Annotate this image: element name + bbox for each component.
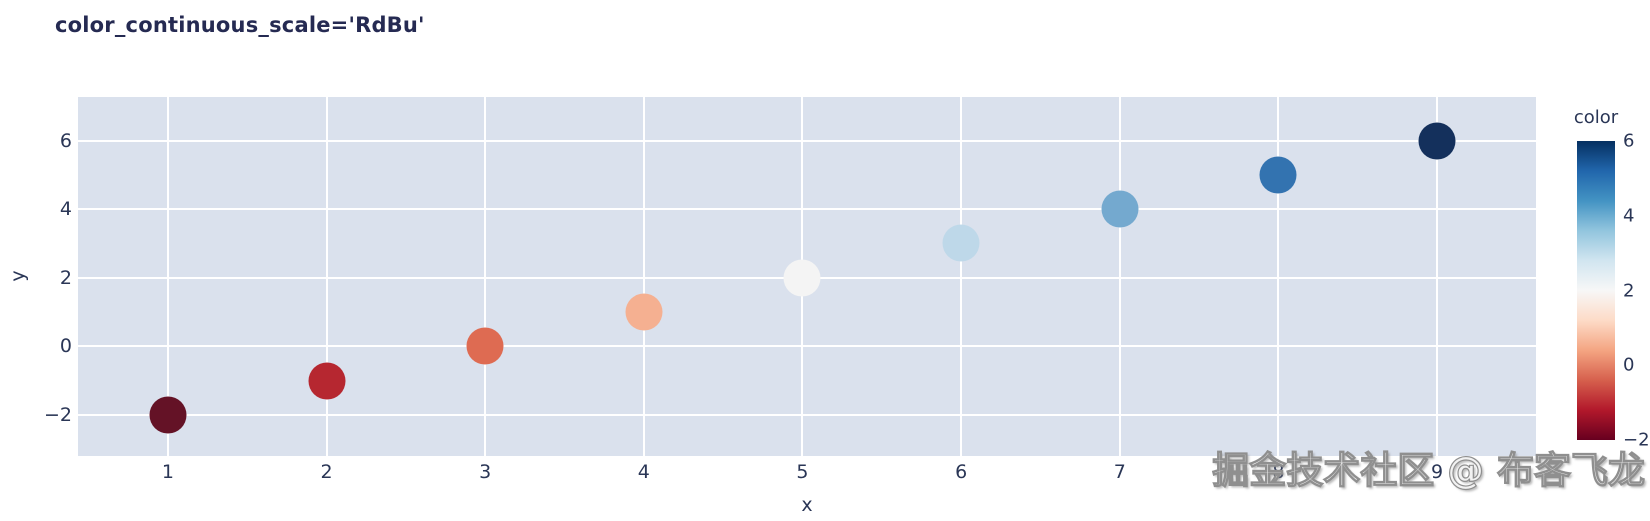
x-tick-label: 8 xyxy=(1272,461,1285,483)
colorbar-title: color xyxy=(1573,107,1619,128)
plot-area[interactable] xyxy=(78,97,1536,456)
scatter-point[interactable] xyxy=(942,224,980,262)
colorbar-tick-label: 6 xyxy=(1623,130,1635,152)
y-gridline xyxy=(78,139,1536,142)
y-tick-label: 2 xyxy=(59,266,72,289)
x-gridline xyxy=(166,97,169,456)
x-axis-title: x xyxy=(801,494,813,516)
x-tick-label: 7 xyxy=(1113,461,1126,483)
scatter-point[interactable] xyxy=(149,396,187,434)
scatter-point[interactable] xyxy=(1259,156,1297,194)
y-tick-label: 4 xyxy=(59,198,72,221)
colorbar-tick-label: 2 xyxy=(1623,280,1635,301)
colorbar-gradient xyxy=(1577,141,1615,440)
x-tick-label: 4 xyxy=(637,461,650,483)
x-gridline xyxy=(484,97,487,456)
x-gridline xyxy=(642,97,645,456)
x-gridline xyxy=(1118,97,1121,456)
x-gridline xyxy=(325,97,328,456)
x-tick-label: 6 xyxy=(955,461,968,483)
scatter-point[interactable] xyxy=(625,293,663,331)
scatter-point[interactable] xyxy=(1101,190,1139,228)
scatter-point[interactable] xyxy=(1418,122,1456,160)
y-gridline xyxy=(78,208,1536,211)
scatter-point[interactable] xyxy=(466,327,504,365)
x-tick-label: 9 xyxy=(1430,461,1444,483)
x-gridline xyxy=(1277,97,1280,456)
colorbar-tick-label: 4 xyxy=(1623,205,1635,227)
y-gridline xyxy=(78,414,1536,416)
y-axis-title: y xyxy=(7,270,29,282)
x-gridline xyxy=(960,97,963,456)
y-tick-label: 6 xyxy=(59,129,72,152)
colorbar-tick-label: −2 xyxy=(1623,429,1650,451)
scatter-point[interactable] xyxy=(783,259,821,297)
y-tick-label: 0 xyxy=(59,335,72,358)
x-tick-label: 2 xyxy=(320,461,333,483)
y-tick-label: −2 xyxy=(43,404,72,426)
x-tick-label: 1 xyxy=(161,461,174,483)
x-tick-label: 5 xyxy=(796,461,809,483)
chart-title: color_continuous_scale='RdBu' xyxy=(55,13,425,37)
y-gridline xyxy=(78,345,1536,348)
x-tick-label: 3 xyxy=(479,461,492,483)
colorbar-tick-label: 0 xyxy=(1623,354,1635,376)
watermark-text: 掘金技术社区 @ 布客飞龙 xyxy=(1212,449,1646,492)
scatter-point[interactable] xyxy=(308,362,346,400)
x-gridline xyxy=(1436,97,1438,456)
